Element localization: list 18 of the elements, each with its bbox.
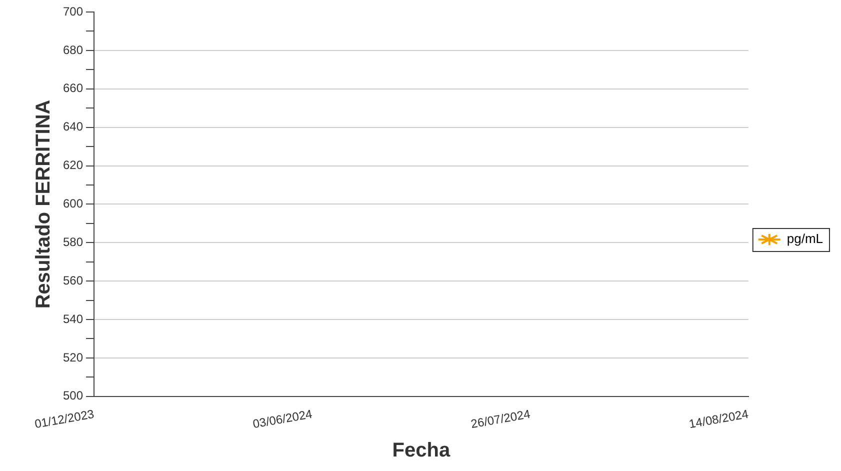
y-tick-label: 680 xyxy=(62,42,84,57)
y-tick-label: 560 xyxy=(62,273,84,288)
y-tick-label: 600 xyxy=(62,196,84,211)
y-tick-label: 540 xyxy=(62,312,84,326)
y-tick-label: 700 xyxy=(62,4,84,18)
x-tick-label: 01/12/2023 xyxy=(34,406,96,432)
y-tick-label: 520 xyxy=(62,350,84,364)
x-axis-title: Fecha xyxy=(392,440,451,462)
y-tick-label: 640 xyxy=(62,120,84,134)
x-tick-label: 14/08/2024 xyxy=(688,406,750,432)
y-axis-title: Resultado FERRITINA xyxy=(32,100,55,309)
y-tick-label: 660 xyxy=(62,81,84,96)
y-tick-label: 580 xyxy=(62,234,84,249)
y-tick-label: 500 xyxy=(62,388,84,403)
x-tick-label: 26/07/2024 xyxy=(470,406,532,432)
x-tick-label: 03/06/2024 xyxy=(252,406,314,432)
y-tick-label: 620 xyxy=(62,158,84,172)
legend-label: pg/mL xyxy=(786,231,824,246)
